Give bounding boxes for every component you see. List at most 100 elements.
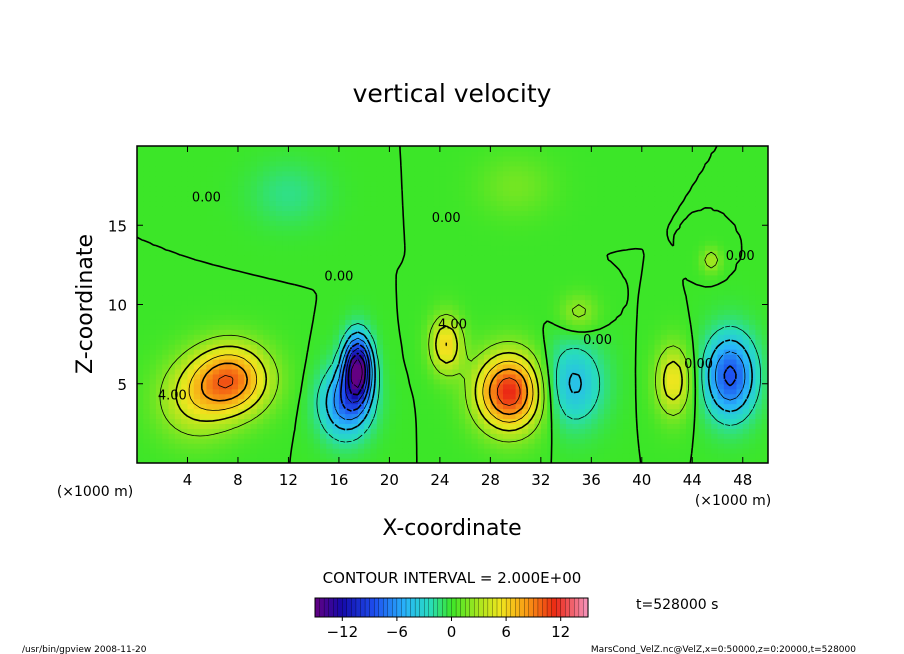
- heatmap-cell: [692, 329, 700, 335]
- heatmap-cell: [181, 215, 189, 221]
- heatmap-cell: [465, 254, 473, 261]
- heatmap-cell: [730, 373, 738, 380]
- heatmap-cell: [250, 418, 258, 424]
- heatmap-cell: [667, 418, 674, 424]
- heatmap-cell: [212, 453, 220, 459]
- heatmap-cell: [730, 453, 738, 459]
- heatmap-cell: [572, 363, 580, 370]
- heatmap-cell: [585, 230, 592, 236]
- heatmap-cell: [168, 235, 176, 241]
- heatmap-cell: [648, 453, 656, 459]
- heatmap-cell: [244, 215, 252, 221]
- heatmap-cell: [269, 334, 277, 340]
- heatmap-cell: [319, 324, 327, 330]
- heatmap-cell: [225, 274, 233, 281]
- heatmap-cell: [704, 393, 712, 400]
- heatmap-cell: [256, 274, 264, 281]
- heatmap-cell: [692, 368, 700, 375]
- heatmap-cell: [319, 245, 327, 251]
- heatmap-cell: [629, 438, 637, 444]
- heatmap-cell: [313, 284, 321, 291]
- heatmap-cell: [711, 383, 719, 390]
- heatmap-cell: [446, 388, 454, 395]
- heatmap-cell: [402, 264, 409, 271]
- heatmap-cell: [231, 235, 239, 241]
- heatmap-cell: [433, 433, 441, 439]
- heatmap-cell: [256, 264, 264, 271]
- heatmap-cell: [263, 423, 271, 429]
- heatmap-cell: [465, 344, 473, 350]
- heatmap-cell: [143, 458, 151, 463]
- heatmap-cell: [439, 453, 447, 459]
- heatmap-cell: [484, 363, 491, 370]
- heatmap-cell: [269, 324, 277, 330]
- heatmap-cell: [149, 319, 157, 325]
- heatmap-cell: [269, 393, 277, 400]
- heatmap-cell: [414, 448, 422, 454]
- heatmap-cell: [206, 289, 214, 296]
- heatmap-cell: [704, 358, 712, 365]
- heatmap-cell: [458, 368, 466, 375]
- heatmap-cell: [452, 388, 460, 395]
- heatmap-cell: [206, 378, 214, 385]
- heatmap-cell: [749, 349, 756, 355]
- heatmap-cell: [641, 220, 649, 226]
- heatmap-cell: [383, 279, 390, 286]
- heatmap-cell: [275, 458, 283, 463]
- heatmap-cell: [370, 245, 378, 251]
- heatmap-cell: [465, 373, 473, 380]
- heatmap-cell: [332, 363, 340, 370]
- heatmap-cell: [301, 383, 308, 390]
- heatmap-cell: [143, 358, 151, 365]
- heatmap-cell: [509, 324, 517, 330]
- heatmap-cell: [629, 368, 637, 375]
- heatmap-cell: [219, 448, 226, 454]
- heatmap-cell: [465, 403, 473, 410]
- heatmap-cell: [250, 254, 258, 261]
- heatmap-cell: [294, 373, 302, 380]
- heatmap-cell: [755, 428, 763, 434]
- heatmap-cell: [250, 235, 258, 241]
- heatmap-cell: [319, 428, 327, 434]
- heatmap-cell: [540, 225, 548, 231]
- heatmap-cell: [212, 304, 220, 311]
- heatmap-cell: [755, 354, 763, 360]
- heatmap-cell: [692, 259, 700, 266]
- heatmap-cell: [465, 230, 473, 236]
- heatmap-cell: [477, 383, 485, 390]
- heatmap-cell: [244, 428, 252, 434]
- heatmap-cell: [420, 388, 428, 395]
- heatmap-cell: [250, 458, 258, 463]
- heatmap-cell: [502, 413, 510, 420]
- heatmap-cell: [490, 235, 498, 241]
- heatmap-cell: [414, 245, 422, 251]
- heatmap-cell: [351, 220, 359, 226]
- heatmap-cell: [603, 215, 611, 221]
- heatmap-cell: [256, 373, 264, 380]
- heatmap-cell: [654, 398, 662, 405]
- heatmap-cell: [622, 418, 630, 424]
- heatmap-cell: [219, 245, 226, 251]
- heatmap-cell: [433, 358, 441, 365]
- heatmap-cell: [193, 344, 201, 350]
- heatmap-cell: [338, 388, 346, 395]
- heatmap-cell: [667, 373, 674, 380]
- heatmap-cell: [528, 240, 536, 246]
- heatmap-cell: [723, 264, 731, 271]
- heatmap-cell: [307, 250, 315, 256]
- heatmap-cell: [585, 448, 592, 454]
- heatmap-cell: [610, 433, 618, 439]
- heatmap-cell: [566, 448, 573, 454]
- heatmap-cell: [389, 254, 397, 261]
- heatmap-cell: [458, 334, 466, 340]
- heatmap-cell: [585, 254, 592, 261]
- heatmap-cell: [282, 289, 290, 296]
- heatmap-cell: [559, 403, 567, 410]
- heatmap-cell: [370, 458, 378, 463]
- heatmap-cell: [458, 433, 466, 439]
- heatmap-cell: [673, 388, 681, 395]
- heatmap-cell: [420, 344, 428, 350]
- heatmap-cell: [629, 245, 637, 251]
- heatmap-cell: [730, 309, 738, 315]
- heatmap-cell: [187, 250, 195, 256]
